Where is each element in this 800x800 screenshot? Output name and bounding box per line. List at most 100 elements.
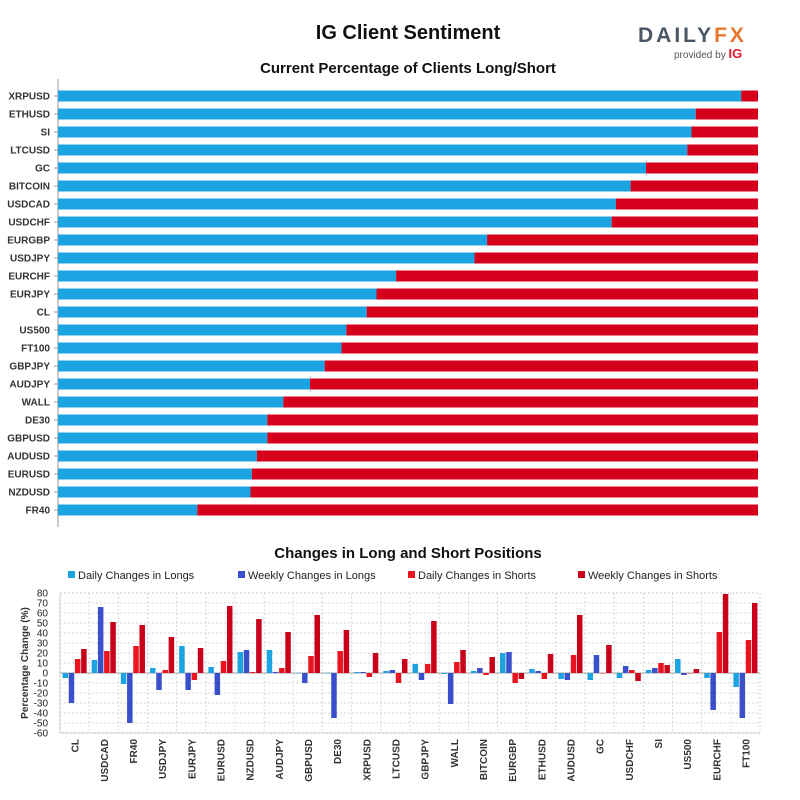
long-bar: [58, 486, 251, 498]
logo-provided-by: provided by: [674, 50, 726, 61]
change-bar: [354, 672, 360, 673]
long-bar: [58, 270, 397, 282]
change-bar: [104, 651, 110, 673]
legend-swatch: [408, 571, 415, 578]
y-tick-label: 0: [42, 669, 48, 680]
x-tick-label: CL: [71, 739, 82, 752]
short-bar: [615, 198, 758, 210]
x-tick-label: EURGBP: [508, 739, 519, 782]
change-bar: [133, 646, 139, 673]
change-bar: [564, 673, 571, 680]
change-bar: [675, 659, 681, 673]
change-bar: [389, 670, 396, 673]
y-axis-label: Percentage Change (%): [20, 607, 31, 719]
short-bar: [630, 180, 758, 192]
change-bar: [739, 673, 746, 718]
y-tick-label: USDCHF: [8, 218, 50, 229]
change-bar: [127, 673, 133, 723]
y-tick-label: SI: [41, 128, 51, 139]
change-bar: [506, 652, 512, 673]
short-bar: [396, 270, 758, 282]
long-bar: [58, 180, 631, 192]
long-bar: [58, 234, 488, 246]
short-bar: [687, 144, 758, 156]
long-bar: [58, 504, 198, 516]
long-bar: [58, 252, 475, 264]
y-tick-label: EURUSD: [8, 470, 50, 481]
x-tick-label: NZDUSD: [246, 739, 257, 781]
long-bar: [58, 396, 284, 408]
ig-logo: IG: [728, 46, 743, 61]
long-bar: [58, 126, 692, 138]
long-bar: [58, 414, 268, 426]
change-bar: [343, 630, 350, 673]
short-bar: [611, 216, 758, 228]
long-bar: [58, 288, 377, 300]
change-bar: [745, 640, 752, 673]
long-bar: [58, 216, 612, 228]
long-bar: [58, 360, 325, 372]
x-tick-label: WALL: [450, 739, 461, 767]
change-bar: [704, 673, 710, 678]
change-bar: [722, 594, 729, 673]
x-tick-label: US500: [683, 739, 694, 770]
legend-swatch: [578, 571, 585, 578]
x-tick-label: USDCAD: [100, 739, 111, 782]
change-bar: [179, 646, 185, 673]
change-bar: [477, 668, 483, 673]
y-tick-label: GBPJPY: [9, 362, 50, 373]
change-bar: [110, 622, 116, 673]
x-tick-label: GBPJPY: [421, 739, 432, 780]
short-bar: [267, 432, 758, 444]
change-bar: [576, 615, 583, 673]
short-bar: [366, 306, 758, 318]
change-bar: [454, 662, 460, 673]
change-bar: [237, 652, 244, 673]
change-bar: [162, 670, 168, 673]
long-bar: [58, 90, 742, 102]
change-bar: [325, 673, 331, 674]
change-bar: [249, 672, 256, 673]
x-tick-label: BITCOIN: [479, 739, 490, 780]
change-bar: [272, 672, 279, 673]
y-tick-label: 30: [37, 639, 49, 650]
y-tick-label: DE30: [25, 416, 50, 427]
short-bar: [267, 414, 758, 426]
y-tick-label: AUDJPY: [9, 380, 50, 391]
change-bar: [214, 673, 221, 695]
short-bar: [251, 468, 758, 480]
y-tick-label: CL: [37, 308, 50, 319]
long-bar: [58, 108, 696, 120]
change-bar: [664, 665, 670, 673]
x-tick-label: GC: [596, 739, 607, 754]
change-bar: [74, 659, 81, 673]
x-tick-label: GBPUSD: [304, 739, 315, 782]
legend-swatch: [68, 571, 75, 578]
change-bar: [424, 664, 431, 673]
y-tick-label: BITCOIN: [9, 182, 50, 193]
change-bar: [570, 655, 577, 673]
change-bar: [81, 649, 87, 673]
change-bar: [191, 673, 198, 680]
long-bar: [58, 468, 252, 480]
change-bar: [220, 661, 227, 673]
x-tick-label: FR40: [129, 739, 140, 764]
y-tick-label: 40: [37, 629, 49, 640]
x-tick-label: XRPUSD: [362, 739, 373, 781]
short-bar: [376, 288, 758, 300]
change-bar: [716, 632, 723, 673]
change-bar: [139, 625, 145, 673]
change-bar: [645, 670, 652, 673]
change-bar: [266, 650, 273, 673]
short-bar: [250, 486, 758, 498]
change-bar: [314, 615, 320, 673]
long-bar: [58, 342, 342, 354]
y-tick-label: 60: [37, 609, 49, 620]
change-bar: [447, 673, 454, 704]
change-bar: [541, 673, 548, 679]
change-bar: [500, 653, 506, 673]
x-tick-label: AUDJPY: [275, 739, 286, 780]
y-tick-label: USDCAD: [7, 200, 50, 211]
x-tick-label: LTCUSD: [391, 739, 402, 779]
